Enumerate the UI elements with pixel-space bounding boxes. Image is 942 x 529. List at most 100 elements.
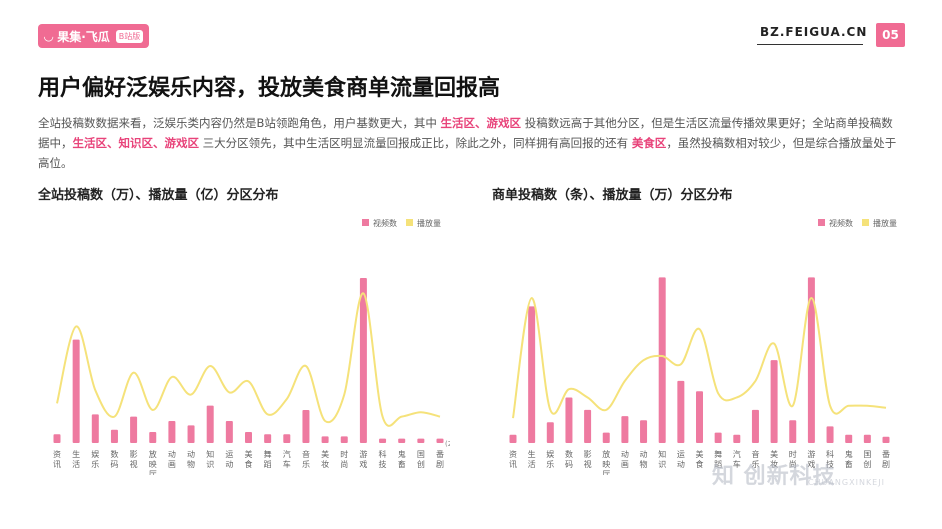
tick-label-音乐: 音乐 <box>302 449 310 469</box>
tick-label-美食: 美食 <box>696 449 704 469</box>
bar-鬼畜 <box>845 434 853 443</box>
bar-游戏 <box>359 278 367 443</box>
summary-segment: 投稿数远高于其他分区，但是生活区流量传播效果更好；全站商单投稿数据中， <box>38 116 893 150</box>
series-line-播放量 <box>512 297 887 419</box>
bar-知识 <box>658 277 666 443</box>
tick-label-运动: 运动 <box>225 450 233 469</box>
chart-title-right: 商单投稿数（条）、播放量（万）分区分布 <box>492 188 733 203</box>
summary-highlight: 生活区、知识区、游戏区 <box>72 136 200 150</box>
tick-label-鬼畜: 鬼畜 <box>845 449 853 469</box>
brand-logo: ◡ 果集·飞瓜 B站版 <box>38 24 150 48</box>
tick-label-美食: 美食 <box>245 449 253 469</box>
bar-番剧 <box>436 438 444 443</box>
bar-运动 <box>677 380 685 443</box>
legend-line-swatch <box>862 219 869 226</box>
legend-bar-swatch <box>818 219 825 226</box>
logo-smile-icon: ◡ <box>44 29 54 43</box>
bar-数码 <box>110 429 118 443</box>
bar-影视 <box>584 409 592 443</box>
tick-label-科技: 科技 <box>826 449 834 469</box>
tick-label-鬼畜: 鬼畜 <box>398 449 406 469</box>
legend-line-label: 播放量 <box>417 218 441 228</box>
summary-segment: ，虽然投稿数相对较少，但是综合播放量处于高位。 <box>38 136 897 170</box>
bar-运动 <box>225 421 233 443</box>
tick-label-美妆: 美妆 <box>770 449 778 469</box>
bar-知识 <box>206 405 214 443</box>
legend-bar-swatch <box>362 219 369 226</box>
bar-时尚 <box>340 436 348 443</box>
chart-title-left: 全站投稿数（万）、播放量（亿）分区分布 <box>38 188 279 203</box>
watermark-sub: CHUANGXINKEJI <box>808 478 885 487</box>
tick-label-放映厅: 放映厅 <box>602 449 610 475</box>
bar-美妆 <box>321 436 329 443</box>
tick-label-动物: 动物 <box>187 449 195 469</box>
bar-音乐 <box>751 409 759 443</box>
bar-舞蹈 <box>714 432 722 443</box>
summary-highlight: 生活区、游戏区 <box>440 116 522 130</box>
tick-label-知识: 知识 <box>658 449 666 469</box>
legend-bar-label: 视频数 <box>373 218 397 228</box>
bar-美食 <box>696 391 703 443</box>
summary-segment: 全站投稿数数据来看，泛娱乐类内容仍然是B站领跑角色，用户基数更大，其中 <box>38 116 441 130</box>
summary-highlight: 美食区 <box>631 136 667 150</box>
bar-影视 <box>130 416 138 443</box>
bar-科技 <box>379 438 387 443</box>
tick-label-资讯: 资讯 <box>53 449 61 469</box>
tick-label-游戏: 游戏 <box>359 449 367 469</box>
bar-时尚 <box>789 420 797 443</box>
tick-label-娱乐: 娱乐 <box>546 450 554 469</box>
summary-text: 全站投稿数数据来看，泛娱乐类内容仍然是B站领跑角色，用户基数更大，其中 生活区、… <box>38 113 904 173</box>
bar-鬼畜 <box>398 438 406 443</box>
bar-游戏 <box>807 277 815 443</box>
page-number: 05 <box>876 23 905 47</box>
bar-数码 <box>565 397 573 443</box>
tick-label-数码: 数码 <box>565 449 573 469</box>
bar-动物 <box>640 420 648 443</box>
bar-美食 <box>245 432 252 443</box>
tick-label-时尚: 时尚 <box>340 449 348 469</box>
bar-娱乐 <box>91 414 99 443</box>
tick-label-番剧: 番剧 <box>436 449 444 469</box>
bar-音乐 <box>302 410 310 443</box>
tick-label-生活: 生活 <box>72 449 80 469</box>
tick-label-番剧: 番剧 <box>882 449 890 469</box>
bar-资讯 <box>53 434 61 443</box>
tick-label-影视: 影视 <box>130 449 138 469</box>
bar-科技 <box>826 426 834 443</box>
bar-放映厅 <box>149 432 157 443</box>
tick-label-娱乐: 娱乐 <box>91 450 99 469</box>
bar-舞蹈 <box>264 434 272 443</box>
tick-label-国创: 国创 <box>863 450 871 469</box>
tick-label-数码: 数码 <box>110 449 118 469</box>
tick-label-舞蹈: 舞蹈 <box>714 449 722 469</box>
series-line-播放量 <box>56 292 441 427</box>
site-underline <box>757 44 863 45</box>
bar-资讯 <box>509 434 517 443</box>
tick-label-生活: 生活 <box>528 449 536 469</box>
bar-国创 <box>863 434 871 443</box>
page-title: 用户偏好泛娱乐内容，投放美食商单流量回报高 <box>38 76 501 101</box>
tick-label-资讯: 资讯 <box>509 449 517 469</box>
legend-bar-label: 视频数 <box>829 218 853 228</box>
bar-番剧 <box>882 436 890 443</box>
tick-label-音乐: 音乐 <box>751 449 759 469</box>
tick-label-动画: 动画 <box>168 449 176 469</box>
chart-annotation: (200) <box>445 440 450 448</box>
tick-label-美妆: 美妆 <box>321 449 329 469</box>
logo-badge: B站版 <box>115 29 144 43</box>
logo-text: 果集·飞瓜 <box>57 29 110 44</box>
bar-放映厅 <box>602 432 610 443</box>
tick-label-放映厅: 放映厅 <box>149 449 157 475</box>
bar-国创 <box>417 438 425 443</box>
tick-label-舞蹈: 舞蹈 <box>264 449 272 469</box>
tick-label-国创: 国创 <box>417 450 425 469</box>
bar-汽车 <box>283 434 291 443</box>
legend-line-label: 播放量 <box>873 218 897 228</box>
tick-label-影视: 影视 <box>584 449 592 469</box>
site-url: BZ.FEIGUA.CN <box>760 25 868 39</box>
tick-label-科技: 科技 <box>379 449 387 469</box>
bar-美妆 <box>770 360 778 443</box>
tick-label-知识: 知识 <box>206 449 214 469</box>
